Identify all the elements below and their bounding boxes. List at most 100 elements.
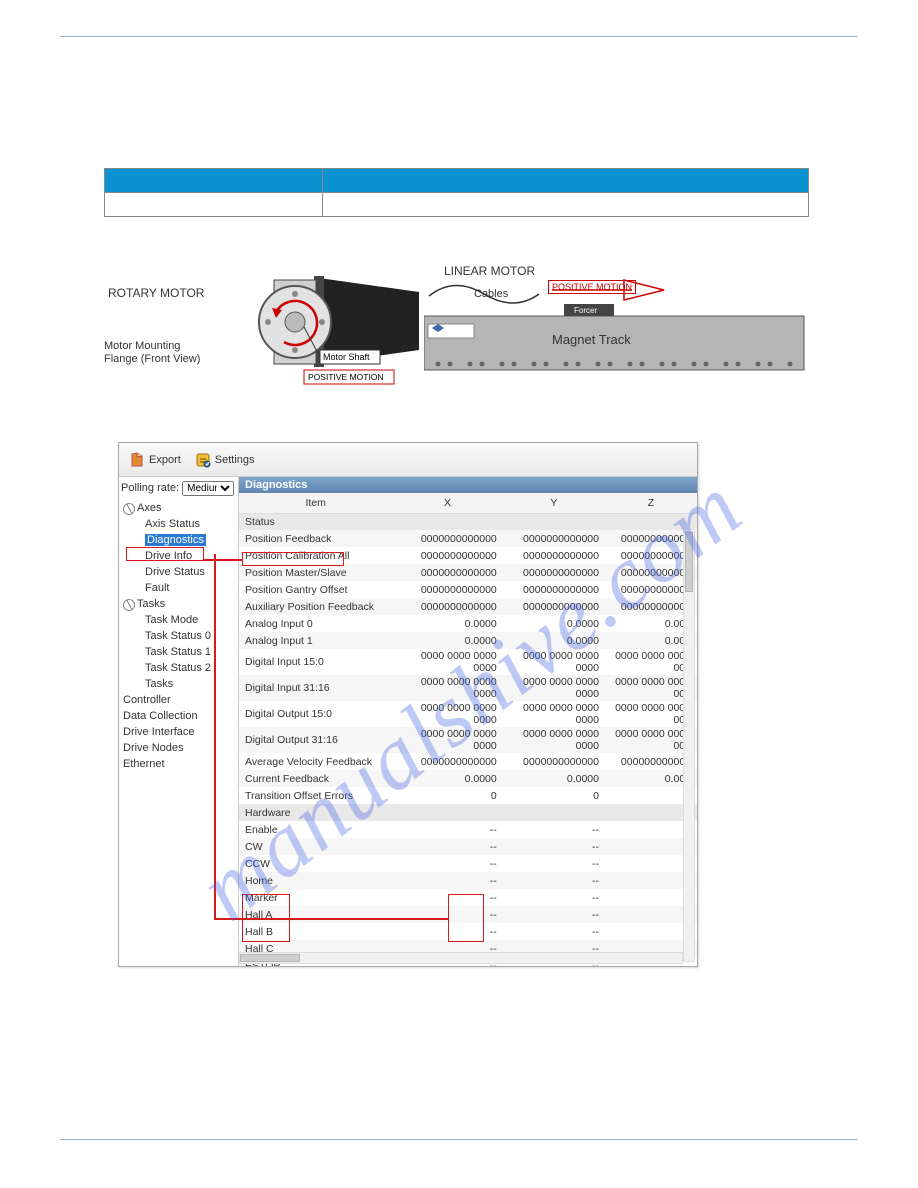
export-button[interactable]: Export [129,452,181,468]
tree-tasks[interactable]: ╲Tasks [123,596,236,612]
v-scroll-thumb[interactable] [685,532,693,592]
collapse-icon[interactable]: ╲ [123,503,135,515]
grid-item: Digital Input 31:16 [239,675,392,701]
grid-row[interactable]: Analog Input 00.00000.00000.000 [239,615,697,632]
grid-row[interactable]: Position Calibration All0000000000000000… [239,547,697,564]
svg-text:Forcer: Forcer [574,306,597,315]
rotary-motor-svg: Motor Shaft POSITIVE MOTION [224,272,424,388]
grid-row[interactable]: Average Velocity Feedback000000000000000… [239,753,697,770]
col-y[interactable]: Y [503,493,605,513]
tree-drive-nodes[interactable]: Drive Nodes [123,740,236,756]
grid-row[interactable]: Enable---- [239,821,697,838]
col-x[interactable]: X [392,493,502,513]
tree-task-status-2[interactable]: Task Status 2 [123,660,236,676]
svg-text:POSITIVE MOTION: POSITIVE MOTION [308,372,384,382]
tree-diagnostics[interactable]: Diagnostics [123,532,236,548]
grid-item: Transition Offset Errors [239,787,392,804]
grid-value: 0000000000000 [392,547,502,564]
grid-row[interactable]: Digital Output 15:00000 0000 0000 000000… [239,701,697,727]
tree-controller[interactable]: Controller [123,692,236,708]
tree-axis-status[interactable]: Axis Status [123,516,236,532]
tree-ethernet[interactable]: Ethernet [123,756,236,772]
grid-row[interactable]: Digital Input 15:00000 0000 0000 0000000… [239,649,697,675]
grid-item: Current Feedback [239,770,392,787]
grid-row[interactable]: CW---- [239,838,697,855]
grid-row[interactable]: Hall A---- [239,906,697,923]
grid-value: 0000000000000 [503,530,605,547]
grid-item: Hall B [239,923,392,940]
export-label: Export [149,454,181,466]
grid-item: Marker [239,889,392,906]
col-item[interactable]: Item [239,493,392,513]
tree-task-status-1[interactable]: Task Status 1 [123,644,236,660]
grid-item: Enable [239,821,392,838]
export-icon [129,452,145,468]
grid-value: 0.0000 [503,770,605,787]
tree-drive-interface[interactable]: Drive Interface [123,724,236,740]
right-pane: Diagnostics Item X Y Z StatusPosition Fe… [239,477,697,966]
grid-item: Position Master/Slave [239,564,392,581]
grid-value: 0000000000000 [503,581,605,598]
grid-item: Average Velocity Feedback [239,753,392,770]
rotary-sub-2: Flange (Front View) [104,353,200,365]
grid-value: -- [503,855,605,872]
grid-row[interactable]: Digital Input 31:160000 0000 0000 000000… [239,675,697,701]
tree-drive-info[interactable]: Drive Info [123,548,236,564]
grid-row[interactable]: Marker---- [239,889,697,906]
tree-fault[interactable]: Fault [123,580,236,596]
tree: ╲Axes Axis Status Diagnostics Drive Info… [121,500,236,772]
grid-row[interactable]: Position Feedback00000000000000000000000… [239,530,697,547]
grid-value: 0.0000 [392,632,502,649]
grid-value: 0000000000000 [392,753,502,770]
h-scroll-thumb[interactable] [240,954,300,962]
tree-drive-status[interactable]: Drive Status [123,564,236,580]
grid-value: 0000000000000 [392,598,502,615]
grid-value: -- [392,889,502,906]
header-table-th1 [105,169,323,193]
grid-row[interactable]: Position Master/Slave0000000000000000000… [239,564,697,581]
grid-value: -- [392,872,502,889]
svg-text:Magnet Track: Magnet Track [552,332,631,347]
grid-value: -- [392,906,502,923]
diagrams: ROTARY MOTOR Motor Mounting Flange (Fron… [104,262,809,392]
tree-task-status-0[interactable]: Task Status 0 [123,628,236,644]
grid-row[interactable]: CCW---- [239,855,697,872]
grid-value: 0000000000000 [503,547,605,564]
grid-row[interactable]: Home---- [239,872,697,889]
diagnostics-window: Export Settings Polling rate: Medium ╲Ax… [118,442,698,967]
section-label: Hardware [239,804,697,821]
grid-value: 0.0000 [503,615,605,632]
section-hardware: Hardware [239,804,697,821]
section-label: Status [239,513,697,530]
grid-row[interactable]: Current Feedback0.00000.00000.000 [239,770,697,787]
tree-axes[interactable]: ╲Axes [123,500,236,516]
polling-rate-select[interactable]: Medium [182,481,234,496]
grid-value: 0 [392,787,502,804]
grid-item: Position Gantry Offset [239,581,392,598]
grid-row[interactable]: Analog Input 10.00000.00000.000 [239,632,697,649]
collapse-icon[interactable]: ╲ [123,599,135,611]
settings-label: Settings [215,454,255,466]
settings-button[interactable]: Settings [195,452,255,468]
grid-value: 0.0000 [503,632,605,649]
header-table-td2 [323,193,809,217]
left-pane: Polling rate: Medium ╲Axes Axis Status D… [119,477,239,966]
grid-row[interactable]: Transition Offset Errors00 [239,787,697,804]
col-z[interactable]: Z [605,493,697,513]
grid-item: Analog Input 1 [239,632,392,649]
tree-data-collection[interactable]: Data Collection [123,708,236,724]
grid-row[interactable]: Position Gantry Offset000000000000000000… [239,581,697,598]
v-scrollbar[interactable] [683,531,695,962]
tree-tasks-leaf[interactable]: Tasks [123,676,236,692]
grid-value: 0000 0000 0000 0000 [503,675,605,701]
h-scrollbar[interactable] [239,952,683,964]
grid-item: Digital Input 15:0 [239,649,392,675]
section-status: Status [239,513,697,530]
grid-row[interactable]: Hall B---- [239,923,697,940]
grid-row[interactable]: Digital Output 31:160000 0000 0000 00000… [239,727,697,753]
grid-item: Position Feedback [239,530,392,547]
grid-row[interactable]: Auxiliary Position Feedback0000000000000… [239,598,697,615]
polling-rate-label: Polling rate: [121,482,179,494]
tree-task-mode[interactable]: Task Mode [123,612,236,628]
grid-value: -- [503,838,605,855]
